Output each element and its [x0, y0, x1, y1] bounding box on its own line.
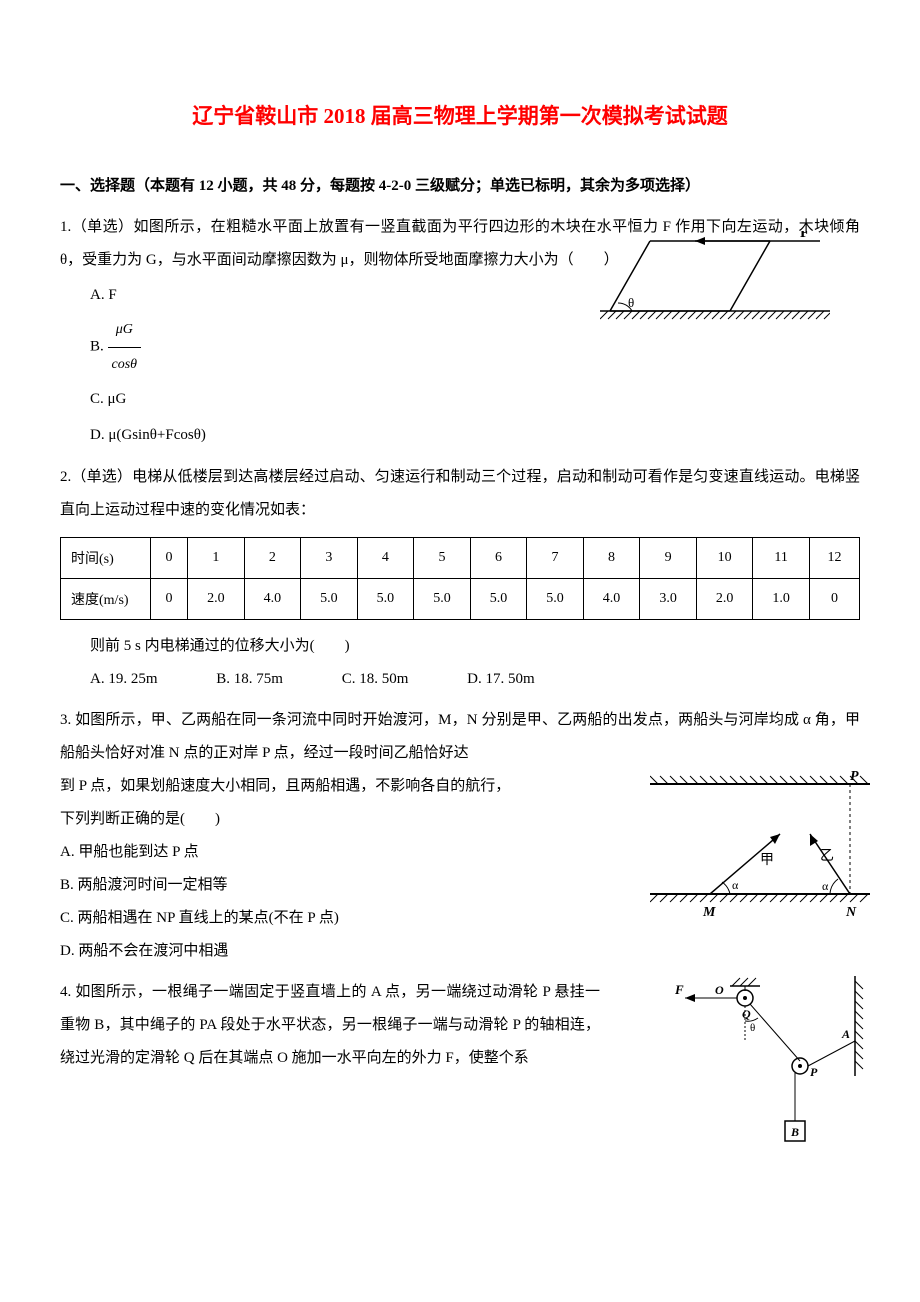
time-cell: 4 — [357, 538, 414, 579]
speed-cell: 5.0 — [357, 579, 414, 620]
time-cell: 5 — [414, 538, 471, 579]
q3-line2: 到 P 点，如果划船速度大小相同，且两船相遇，不影响各自的航行， — [60, 770, 600, 803]
speed-cell: 0 — [151, 579, 188, 620]
elevator-table: 时间(s) 0 1 2 3 4 5 6 7 8 9 10 11 12 速度(m/… — [60, 537, 860, 620]
question-3: 3. 如图所示，甲、乙两船在同一条河流中同时开始渡河，M，N 分别是甲、乙两船的… — [60, 704, 860, 968]
speed-cell: 5.0 — [470, 579, 527, 620]
f-label2: F — [674, 982, 684, 997]
time-cell: 12 — [809, 538, 859, 579]
speed-cell: 5.0 — [301, 579, 358, 620]
q2-subtext: 则前 5 s 内电梯通过的位移大小为( ) — [60, 630, 860, 663]
alpha1-label: α — [732, 878, 739, 892]
speed-cell: 3.0 — [640, 579, 697, 620]
theta-label: θ — [628, 295, 634, 310]
speed-label: 速度(m/s) — [61, 579, 151, 620]
q3-text: 3. 如图所示，甲、乙两船在同一条河流中同时开始渡河，M，N 分别是甲、乙两船的… — [60, 704, 860, 770]
speed-cell: 5.0 — [527, 579, 584, 620]
time-cell: 8 — [583, 538, 640, 579]
section-header: 一、选择题（本题有 12 小题，共 48 分，每题按 4-2-0 三级赋分；单选… — [60, 170, 860, 203]
f-label: F — [800, 231, 809, 241]
q2-option-c: C. 18. 50m — [342, 663, 409, 696]
q2-option-a: A. 19. 25m — [90, 663, 158, 696]
yi-label: 乙 — [820, 848, 834, 864]
q4-text: 4. 如图所示，一根绳子一端固定于竖直墙上的 A 点，另一端绕过动滑轮 P 悬挂… — [60, 976, 600, 1075]
b-label: B — [790, 1125, 799, 1139]
frac-den: cosθ — [108, 348, 142, 382]
frac-num: μG — [108, 313, 142, 348]
time-cell: 6 — [470, 538, 527, 579]
pulley-figure: Q F O θ P A B — [670, 976, 870, 1146]
n-label: N — [845, 905, 857, 920]
speed-cell: 5.0 — [414, 579, 471, 620]
q1-optb-prefix: B. — [90, 339, 108, 355]
alpha2-label: α — [822, 879, 829, 893]
speed-cell: 4.0 — [583, 579, 640, 620]
speed-cell: 2.0 — [696, 579, 753, 620]
time-cell: 3 — [301, 538, 358, 579]
a-label: A — [841, 1027, 850, 1041]
q2-sub: 则前 5 s 内电梯通过的位移大小为( ) A. 19. 25m B. 18. … — [60, 630, 860, 696]
speed-cell: 4.0 — [244, 579, 301, 620]
page-title: 辽宁省鞍山市 2018 届高三物理上学期第一次模拟考试试题 — [60, 100, 860, 130]
q2-options: A. 19. 25m B. 18. 75m C. 18. 50m D. 17. … — [60, 663, 860, 696]
q3-option-d: D. 两船不会在渡河中相遇 — [60, 935, 860, 968]
q1-optb-fraction: μG cosθ — [108, 313, 142, 381]
q3-line3: 下列判断正确的是( ) — [60, 803, 600, 836]
p-label2: P — [810, 1065, 818, 1079]
q2-text: 2.（单选）电梯从低楼层到达高楼层经过启动、匀速运行和制动三个过程，启动和制动可… — [60, 461, 860, 527]
speed-cell: 2.0 — [188, 579, 245, 620]
question-2: 2.（单选）电梯从低楼层到达高楼层经过启动、匀速运行和制动三个过程，启动和制动可… — [60, 461, 860, 527]
speed-cell: 1.0 — [753, 579, 810, 620]
jia-label: 甲 — [760, 853, 774, 868]
q-label: Q — [742, 1007, 751, 1021]
time-cell: 10 — [696, 538, 753, 579]
time-cell: 7 — [527, 538, 584, 579]
time-cell: 11 — [753, 538, 810, 579]
theta-label2: θ — [750, 1022, 755, 1034]
table-row-time: 时间(s) 0 1 2 3 4 5 6 7 8 9 10 11 12 — [61, 538, 860, 579]
parallelogram-figure: θ F — [600, 231, 830, 341]
question-1: 1.（单选）如图所示，在粗糙水平面上放置有一竖直截面为平行四边形的木块在水平恒力… — [60, 211, 860, 453]
q1-option-c: C. μG — [90, 381, 860, 417]
speed-cell: 0 — [809, 579, 859, 620]
q2-option-b: B. 18. 75m — [216, 663, 283, 696]
time-label: 时间(s) — [61, 538, 151, 579]
m-label: M — [702, 905, 716, 920]
q2-option-d: D. 17. 50m — [467, 663, 535, 696]
time-cell: 2 — [244, 538, 301, 579]
time-cell: 9 — [640, 538, 697, 579]
river-figure: P α α 甲 乙 M N — [650, 764, 870, 924]
o-label: O — [715, 983, 724, 997]
p-label: P — [850, 769, 859, 784]
question-4: 4. 如图所示，一根绳子一端固定于竖直墙上的 A 点，另一端绕过动滑轮 P 悬挂… — [60, 976, 860, 1075]
table-row-speed: 速度(m/s) 0 2.0 4.0 5.0 5.0 5.0 5.0 5.0 4.… — [61, 579, 860, 620]
time-cell: 0 — [151, 538, 188, 579]
time-cell: 1 — [188, 538, 245, 579]
q1-option-d: D. μ(Gsinθ+Fcosθ) — [90, 417, 860, 453]
